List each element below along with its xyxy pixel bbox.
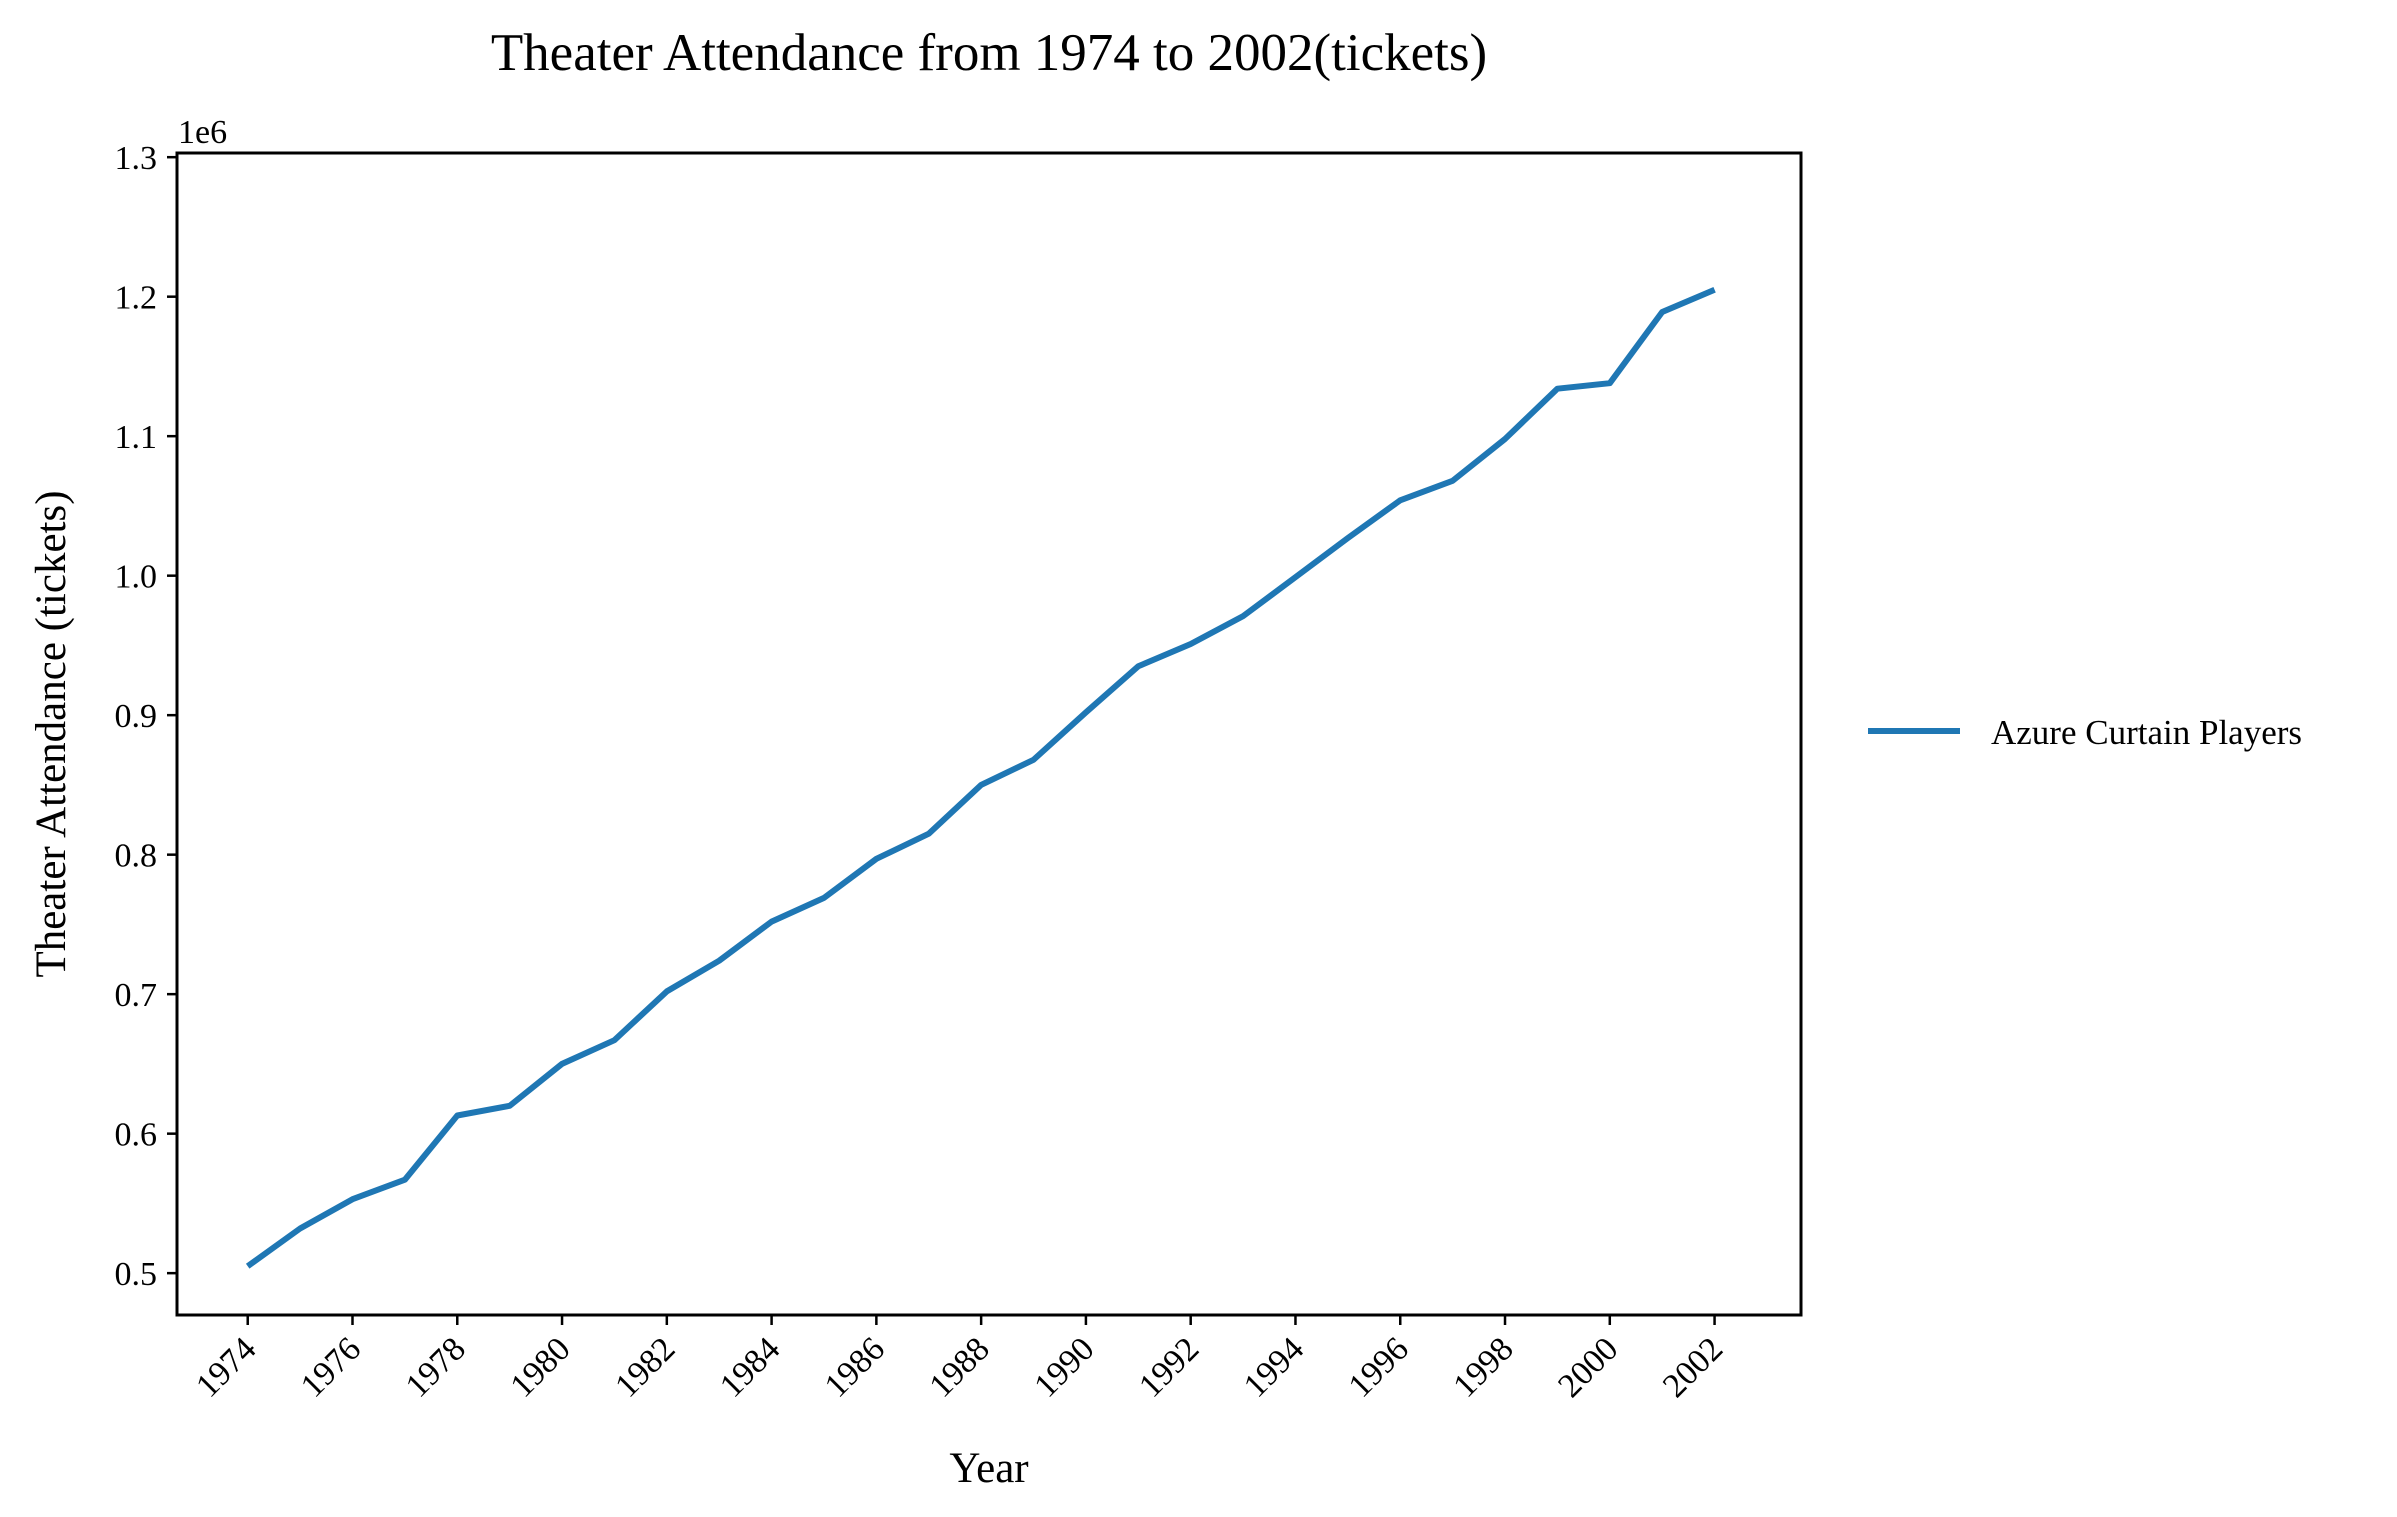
x-tick-label: 1978 xyxy=(399,1330,473,1404)
legend: Azure Curtain Players xyxy=(1868,713,2302,752)
x-tick-label: 1986 xyxy=(818,1330,892,1404)
y-axis-offset-label: 1e6 xyxy=(178,114,227,151)
x-tick-label: 1974 xyxy=(189,1330,263,1404)
x-tick-label: 1988 xyxy=(923,1330,997,1404)
y-tick-label: 0.8 xyxy=(115,838,158,875)
y-axis-ticks: 0.5 0.6 0.7 0.8 0.9 1.0 1.1 1.2 1.3 xyxy=(115,140,177,1293)
x-tick-label: 1982 xyxy=(608,1330,682,1404)
x-tick-label: 1980 xyxy=(503,1330,577,1404)
x-tick-label: 1998 xyxy=(1446,1330,1520,1404)
y-tick-label: 0.9 xyxy=(115,698,158,735)
plot-frame xyxy=(175,151,1803,1317)
x-axis-ticks: 1974 1976 1978 1980 1982 1984 1986 1988 1990 1992… xyxy=(189,1315,1730,1405)
y-tick-label: 1.0 xyxy=(115,559,158,596)
x-tick-label: 1976 xyxy=(294,1330,368,1404)
x-tick-label: 1990 xyxy=(1027,1330,1101,1404)
y-tick-label: 0.7 xyxy=(115,977,158,1014)
x-axis-label: Year xyxy=(949,1445,1028,1492)
x-tick-label: 2002 xyxy=(1656,1330,1730,1404)
series-line-0 xyxy=(245,286,1716,1269)
x-tick-label: 1996 xyxy=(1342,1330,1416,1404)
x-tick-label: 1984 xyxy=(713,1330,787,1404)
series-layer xyxy=(245,286,1716,1269)
y-tick-label: 1.3 xyxy=(115,140,158,177)
x-tick-label: 1992 xyxy=(1132,1330,1206,1404)
x-tick-label: 2000 xyxy=(1551,1330,1625,1404)
y-tick-label: 1.2 xyxy=(115,280,158,317)
legend-label: Azure Curtain Players xyxy=(1991,713,2302,752)
chart-title: Theater Attendance from 1974 to 2002(tic… xyxy=(491,24,1487,82)
plot-area: 0.5 0.6 0.7 0.8 0.9 1.0 1.1 1.2 1.3 1974 1976 1978… xyxy=(115,140,1803,1405)
x-tick-label: 1994 xyxy=(1237,1330,1311,1404)
y-axis-label: Theater Attendance (tickets) xyxy=(28,490,75,977)
y-tick-label: 1.1 xyxy=(115,419,158,456)
y-tick-label: 0.6 xyxy=(115,1117,158,1154)
y-tick-label: 0.5 xyxy=(115,1256,158,1293)
